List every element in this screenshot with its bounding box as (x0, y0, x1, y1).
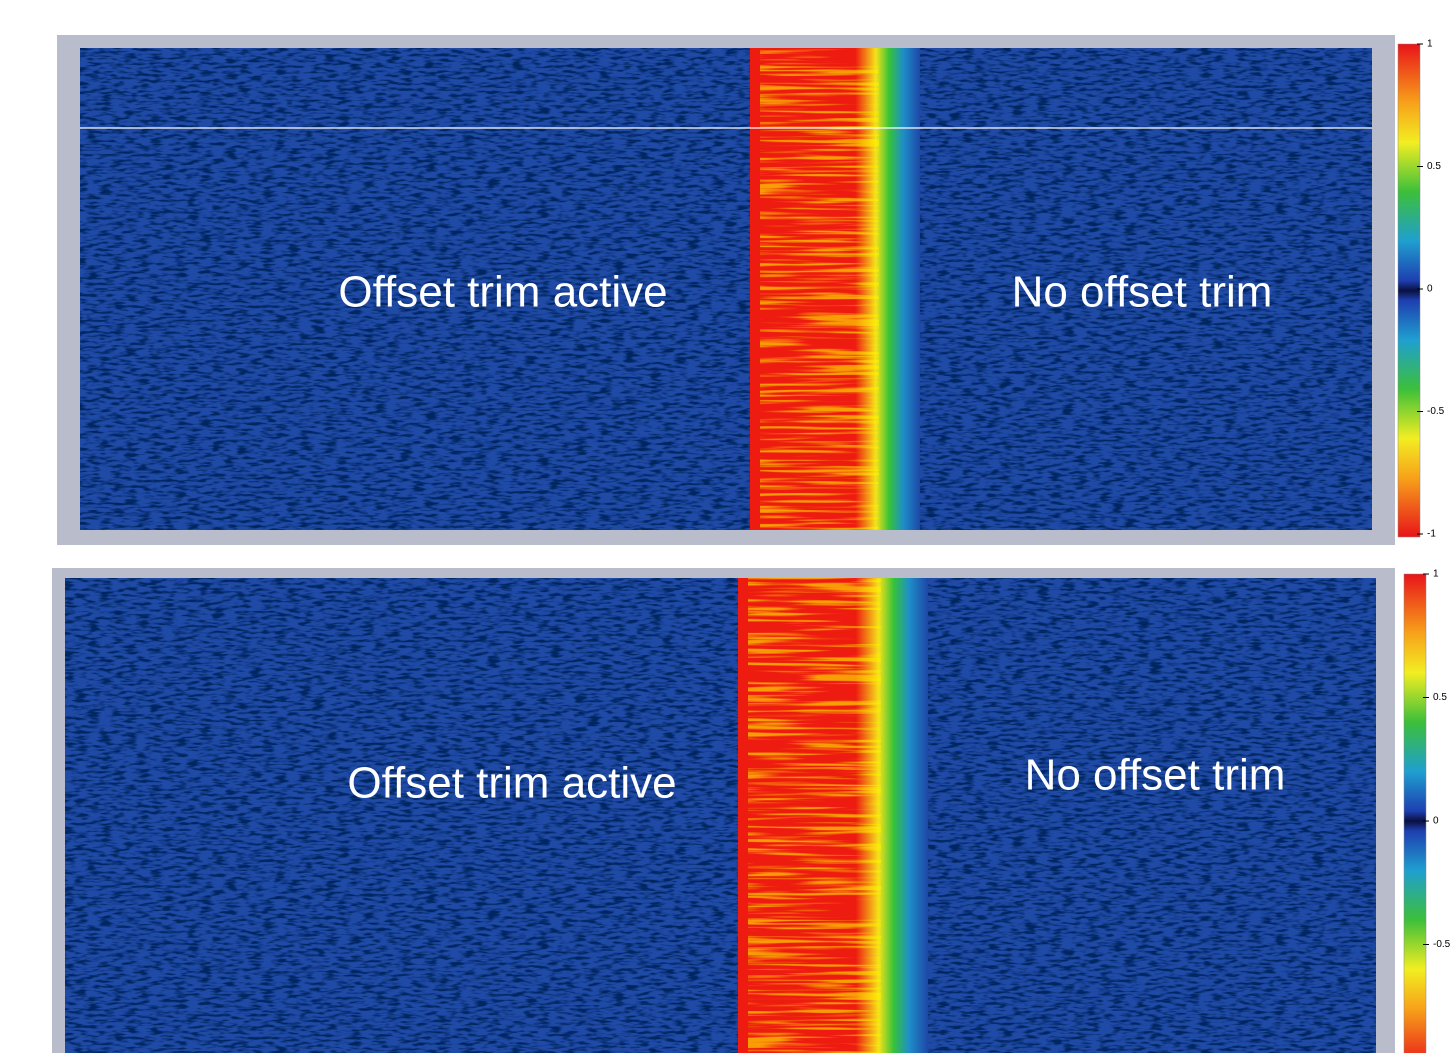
region-label: No offset trim (1025, 751, 1286, 800)
response-streaks (748, 578, 881, 1053)
heatmap-panel: Offset trim active No offset trim 1 0.5 0 -0.… (57, 35, 1445, 545)
colorbar-tick-label: 0.5 (1427, 161, 1441, 172)
colorbar-tick-label: -1 (1427, 529, 1436, 540)
colorbar-tick-label: -0.5 (1433, 939, 1451, 950)
heatmap-noise (65, 578, 1376, 1053)
region-label: No offset trim (1012, 268, 1273, 317)
colorbar-tick-label: 1 (1433, 569, 1439, 580)
response-streaks (760, 48, 879, 530)
screenshot: Offset trim active No offset trim 1 0.5 0 -0.… (0, 0, 1451, 1053)
colorbar-tick-label: 0 (1433, 816, 1439, 827)
colorbar-tick-label: -0.5 (1427, 406, 1445, 417)
colorbar-tick-label: 0 (1427, 284, 1433, 295)
colorbar-tick-label: 1 (1427, 39, 1433, 50)
region-label: Offset trim active (347, 759, 676, 808)
heatmap-panel: Offset trim active No offset trim 1 0.5 0 -0.… (52, 568, 1451, 1053)
colorbar-tick-label: 0.5 (1433, 692, 1447, 703)
region-label: Offset trim active (338, 268, 667, 317)
colorbar (1404, 574, 1426, 1053)
colorbar (1398, 44, 1420, 537)
